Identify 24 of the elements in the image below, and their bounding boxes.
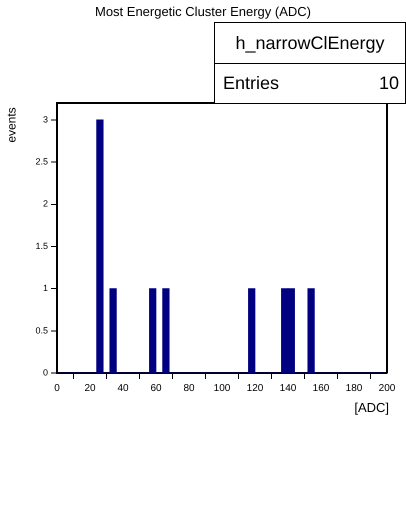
y-tick-label: 0: [42, 367, 48, 378]
y-tick-label: 1: [42, 283, 48, 294]
chart-title: Most Energetic Cluster Energy (ADC): [94, 4, 312, 19]
x-axis-title: [ADC]: [354, 400, 389, 415]
x-tick-label: 140: [280, 382, 297, 394]
x-tick-label: 100: [214, 382, 231, 394]
x-tick-label: 80: [183, 382, 195, 394]
x-tick-label: 200: [378, 382, 396, 394]
y-tick-label: 3: [42, 114, 48, 124]
y-tick-label: 2: [42, 198, 48, 209]
text: h_narrowClEnergy: [215, 23, 405, 64]
x-tick-label: 60: [150, 382, 162, 394]
x-tick-label: 120: [246, 382, 264, 394]
x-tick-label: 40: [117, 382, 129, 394]
y-axis-title: events: [4, 107, 19, 143]
y-tick-label: 2.5: [35, 156, 48, 167]
x-tick-label: 160: [312, 382, 330, 394]
y-tick-label: 0.5: [35, 325, 48, 336]
y-tick-label: 1.5: [35, 240, 48, 251]
text: 10: [378, 72, 399, 95]
x-tick-label: 180: [346, 382, 363, 394]
x-tick-label: 0: [54, 382, 60, 394]
text: Entries: [223, 72, 280, 95]
x-tick-label: 20: [84, 382, 96, 394]
